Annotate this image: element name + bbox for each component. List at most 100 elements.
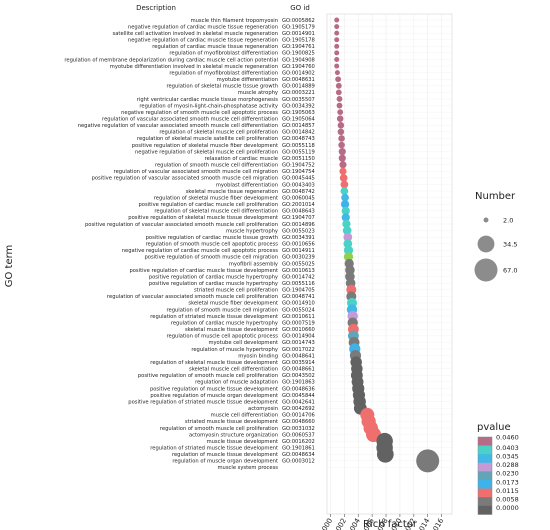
go-term-id: GO:2001014 <box>282 202 316 208</box>
go-term-id: GO:0014896 <box>282 222 315 228</box>
go-term-id: GO:0048741 <box>282 294 315 300</box>
go-term-id: GO:0051150 <box>282 156 315 162</box>
go-term-description: positive regulation of vascular associat… <box>92 176 278 182</box>
go-term-id: GO:0014857 <box>282 123 315 129</box>
go-term-description: positive regulation of cardiac muscle ce… <box>138 202 278 208</box>
color-legend-label: 0.0288 <box>496 461 519 469</box>
go-term-description: striated muscle tissue development <box>185 419 278 425</box>
go-term-id: GO:0055024 <box>282 307 316 313</box>
go-term-id: GO:1905178 <box>282 38 315 44</box>
go-term-description: myoblast differentiation <box>216 182 278 188</box>
color-legend-swatch <box>478 505 492 515</box>
go-term-id: GO:0003221 <box>282 90 315 96</box>
go-term-id: GO:0014901 <box>282 31 315 37</box>
go-term-id: GO:1900825 <box>282 51 315 57</box>
data-point <box>341 213 350 222</box>
color-legend-swatch <box>478 445 492 455</box>
data-point <box>337 128 345 136</box>
x-tick-label: 0.000 <box>317 517 334 530</box>
data-point <box>334 56 340 62</box>
go-term-description: regulation of smooth muscle cell differe… <box>155 163 278 169</box>
go-term-description: myotube differentiation involved in skel… <box>110 64 278 70</box>
color-legend-items: 0.0460 0.04030.03450.02880.02300.01730.01… <box>477 434 519 515</box>
data-point <box>376 445 394 463</box>
go-term-description: regulation of striated muscle tissue dev… <box>150 446 278 452</box>
go-term-id: GO:0048631 <box>282 77 315 83</box>
data-point <box>339 174 348 182</box>
color-legend-swatch <box>478 437 492 446</box>
go-term-description: muscle tissue development <box>207 439 278 445</box>
x-tick-label: 0.002 <box>331 517 348 530</box>
size-legend-circle <box>483 217 489 223</box>
go-term-id: GO:0035507 <box>282 97 315 103</box>
go-term-id: GO:0030239 <box>282 255 315 261</box>
data-point <box>341 193 349 202</box>
go-term-id: GO:0048660 <box>282 419 315 425</box>
go-term-description: muscle atrophy <box>238 90 278 96</box>
go-term-id: GO:1904707 <box>282 215 315 221</box>
go-term-description: regulation of vascular associated smooth… <box>102 117 278 123</box>
go-term-description: positive regulation of skeletal muscle t… <box>128 215 278 221</box>
go-term-description: regulation of skeletal muscle fiber deve… <box>154 195 278 201</box>
go-term-id: GO:0014743 <box>282 340 315 346</box>
data-point <box>335 76 342 83</box>
go-term-id: GO:1901861 <box>282 446 315 452</box>
go-term-description: skeletal muscle tissue regeneration <box>186 189 278 195</box>
go-term-description: muscle cell differentiation <box>211 413 278 419</box>
data-point <box>338 141 345 149</box>
size-legend: Number 2.0 34.5 67.0 <box>474 191 517 282</box>
data-point <box>345 265 355 275</box>
color-legend-swatch <box>478 497 492 507</box>
data-point <box>334 30 340 36</box>
go-term-description: regulation of myofibroblast differentiat… <box>169 70 278 76</box>
go-term-id: GO:0045844 <box>282 393 316 399</box>
go-term-id: GO:0014904 <box>282 334 316 340</box>
data-point <box>340 180 349 189</box>
go-term-description: regulation of muscle adaptation <box>195 380 278 386</box>
color-legend-label: 0.0000 <box>496 504 519 512</box>
go-term-description: positive regulation of skeletal muscle f… <box>132 143 278 149</box>
go-term-id: GO:1904760 <box>282 64 315 70</box>
go-term-description: regulation of cardiac muscle tissue rege… <box>152 44 278 50</box>
go-term-id: GO:0014911 <box>282 248 315 254</box>
go-term-description: regulation of skeletal muscle cell diffe… <box>154 209 278 215</box>
go-term-id: GO:0048641 <box>282 353 315 359</box>
size-legend-title: Number <box>475 191 516 202</box>
go-term-id: GO:0055116 <box>282 281 315 287</box>
data-point <box>334 50 340 56</box>
data-point <box>343 232 353 242</box>
go-term-description: regulation of membrane depolarization du… <box>64 57 278 63</box>
go-term-id: GO:0016202 <box>282 439 315 445</box>
data-point <box>338 148 346 156</box>
go-term-description: relaxation of cardiac muscle <box>205 156 278 162</box>
color-legend-swatch <box>478 454 492 464</box>
go-term-id: GO:0003012 <box>282 459 315 465</box>
data-point <box>338 154 346 162</box>
data-point <box>337 122 345 129</box>
color-legend-frame <box>477 436 493 515</box>
go-term-description: negative regulation of cardiac muscle ti… <box>128 24 278 30</box>
go-term-description: regulation of muscle organ development <box>172 459 278 465</box>
go-term-id: GO:0007519 <box>282 320 315 326</box>
go-term-description: myotube differentiation <box>217 77 278 83</box>
go-term-id: GO:0048643 <box>282 209 315 215</box>
go-term-description: positive regulation of smooth muscle cel… <box>144 255 278 261</box>
go-term-description: skeletal muscle fiber development <box>188 301 278 307</box>
go-term-description: regulation of striated muscle tissue dev… <box>150 314 278 320</box>
go-term-description: muscle thin filament tropomyosin <box>191 18 278 24</box>
go-term-description: myosin binding <box>238 353 278 359</box>
go-term-id: GO:0048636 <box>282 386 315 392</box>
data-points <box>334 17 440 473</box>
go-term-id: GO:0055119 <box>282 149 315 155</box>
color-legend: pvalue 0.04600.04030.03450.02880.02300.0… <box>477 422 519 515</box>
data-point <box>341 206 350 215</box>
go-term-description: regulation of myosin-light-chain-phospha… <box>139 103 278 109</box>
go-term-description: regulation of skeletal muscle tissue gro… <box>166 84 278 90</box>
go-term-description: myotube cell development <box>208 340 278 346</box>
color-legend-swatch <box>478 488 492 498</box>
go-term-id: GO:0005862 <box>282 18 315 24</box>
go-term-description: skeletal muscle tissue development <box>185 327 278 333</box>
x-axis-label: Rich factor <box>363 519 418 530</box>
data-point <box>343 245 354 255</box>
